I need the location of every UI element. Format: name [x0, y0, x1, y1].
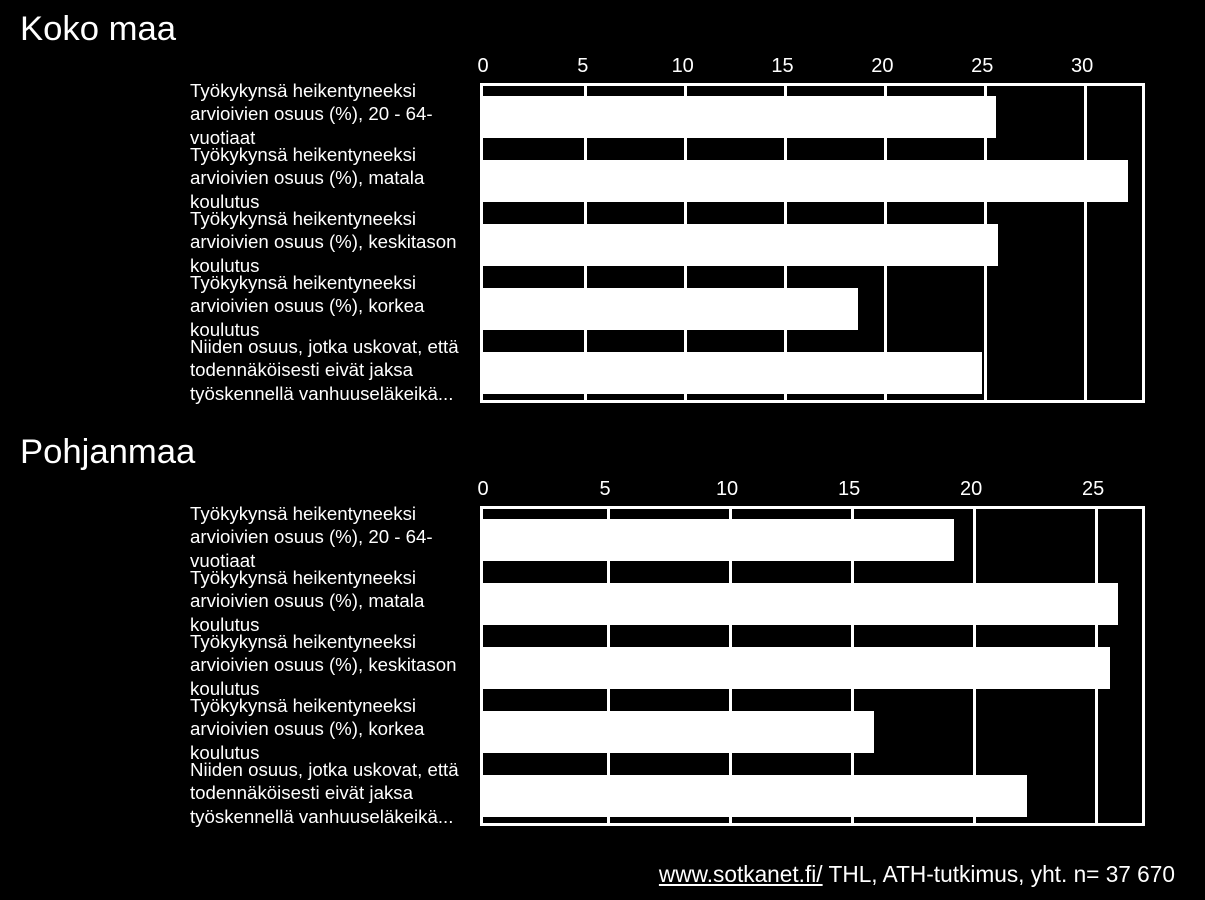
category-label: Työkykynsä heikentyneeksi arvioivien osu…	[20, 644, 480, 686]
bar	[483, 519, 954, 561]
category-label: Työkykynsä heikentyneeksi arvioivien osu…	[20, 708, 480, 750]
category-label: Niiden osuus, jotka uskovat, että todenn…	[20, 772, 480, 814]
bar	[483, 647, 1110, 689]
plot-area-1	[480, 506, 1145, 826]
tick-label: 5	[577, 55, 588, 78]
plot-area-0	[480, 83, 1145, 403]
chart-koko-maa: 0 5 10 15 20 25 30 Työkykynsä heikentyneeksi a…	[20, 55, 1185, 403]
chart-row: Työkykynsä heikentyneeksi arvioivien osu…	[20, 506, 1185, 826]
plot-col	[480, 506, 1145, 826]
category-label: Työkykynsä heikentyneeksi arvioivien osu…	[20, 580, 480, 622]
gridline	[1084, 86, 1087, 400]
bar	[483, 288, 858, 330]
tick-label: 30	[1071, 55, 1093, 78]
category-label: Työkykynsä heikentyneeksi arvioivien osu…	[20, 285, 480, 327]
tick-label: 20	[960, 478, 982, 501]
tick-label: 20	[871, 55, 893, 78]
category-label: Työkykynsä heikentyneeksi arvioivien osu…	[20, 93, 480, 135]
tick-label: 10	[716, 478, 738, 501]
section-title-pohjanmaa: Pohjanmaa	[20, 433, 1185, 472]
tick-label: 25	[1082, 478, 1104, 501]
footer-rest: THL, ATH-tutkimus, yht. n= 37 670	[823, 861, 1175, 887]
page-root: Koko maa 0 5 10 15 20 25 30 Työkykynsä heikent…	[0, 0, 1205, 900]
labels-col-0: Työkykynsä heikentyneeksi arvioivien osu…	[20, 83, 480, 403]
spacer	[20, 403, 1185, 433]
tick-label: 10	[672, 55, 694, 78]
bar	[483, 775, 1027, 817]
bar	[483, 711, 874, 753]
tick-label: 15	[838, 478, 860, 501]
chart-row: Työkykynsä heikentyneeksi arvioivien osu…	[20, 83, 1185, 403]
chart-pohjanmaa: 0 5 10 15 20 25 Työkykynsä heikentyneeksi arv…	[20, 478, 1185, 826]
category-label: Niiden osuus, jotka uskovat, että todenn…	[20, 349, 480, 391]
bar	[483, 96, 996, 138]
tick-label: 0	[477, 55, 488, 78]
tick-label: 25	[971, 55, 993, 78]
tick-label: 0	[477, 478, 488, 501]
category-label: Työkykynsä heikentyneeksi arvioivien osu…	[20, 221, 480, 263]
labels-col-1: Työkykynsä heikentyneeksi arvioivien osu…	[20, 506, 480, 826]
axis-area-1: 0 5 10 15 20 25	[480, 478, 1145, 506]
bar	[483, 352, 982, 394]
bar	[483, 224, 998, 266]
axis-area-0: 0 5 10 15 20 25 30	[480, 55, 1145, 83]
section-title-koko-maa: Koko maa	[20, 10, 1185, 49]
plot-col	[480, 83, 1145, 403]
bar	[483, 160, 1128, 202]
footer-source: www.sotkanet.fi/ THL, ATH-tutkimus, yht.…	[659, 861, 1175, 888]
tick-label: 15	[771, 55, 793, 78]
footer-link[interactable]: www.sotkanet.fi/	[659, 861, 823, 887]
category-label: Työkykynsä heikentyneeksi arvioivien osu…	[20, 516, 480, 558]
bar	[483, 583, 1118, 625]
tick-label: 5	[599, 478, 610, 501]
category-label: Työkykynsä heikentyneeksi arvioivien osu…	[20, 157, 480, 199]
